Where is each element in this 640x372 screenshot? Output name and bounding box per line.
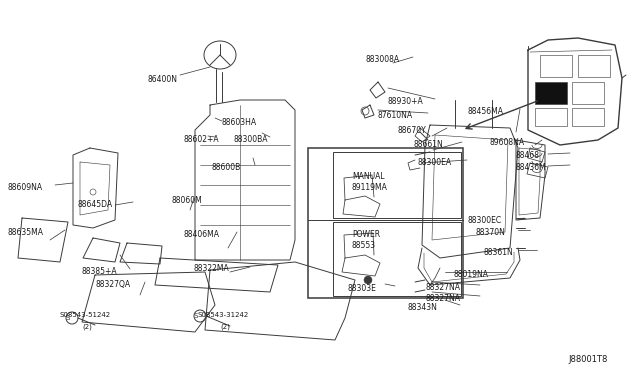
Bar — [333, 152, 461, 218]
Text: (2): (2) — [82, 324, 92, 330]
Text: 883008A: 883008A — [365, 55, 399, 64]
Text: J88001T8: J88001T8 — [568, 355, 607, 364]
Text: 88361N: 88361N — [483, 248, 513, 257]
Text: 88327NA: 88327NA — [426, 294, 461, 303]
Text: MANUAL: MANUAL — [352, 172, 385, 181]
Bar — [572, 108, 604, 126]
Circle shape — [364, 276, 372, 284]
Text: 87610NA: 87610NA — [378, 111, 413, 120]
Text: 88602+A: 88602+A — [183, 135, 219, 144]
Bar — [535, 108, 567, 126]
Text: 89608NA: 89608NA — [490, 138, 525, 147]
Bar — [572, 82, 604, 104]
Text: (2): (2) — [220, 324, 230, 330]
Text: 88456MA: 88456MA — [468, 107, 504, 116]
Text: 88370N: 88370N — [476, 228, 506, 237]
Text: 88670Y: 88670Y — [398, 126, 427, 135]
Text: 88322MA: 88322MA — [193, 264, 228, 273]
Bar — [333, 222, 461, 296]
Text: 88406MA: 88406MA — [183, 230, 219, 239]
Text: 88600B: 88600B — [212, 163, 241, 172]
Text: S: S — [194, 313, 198, 319]
Text: 89119MA: 89119MA — [352, 183, 388, 192]
Bar — [535, 82, 567, 104]
Text: 88603HA: 88603HA — [222, 118, 257, 127]
Text: 86400N: 86400N — [148, 75, 178, 84]
Text: 88060M: 88060M — [171, 196, 202, 205]
Text: S: S — [66, 315, 70, 321]
Text: 88468: 88468 — [516, 151, 540, 160]
Text: 88303E: 88303E — [348, 284, 377, 293]
Bar — [540, 55, 572, 77]
Text: 88661N: 88661N — [414, 140, 444, 149]
Text: 88300EC: 88300EC — [468, 216, 502, 225]
Text: 88635MA: 88635MA — [8, 228, 44, 237]
Text: 88385+A: 88385+A — [82, 267, 118, 276]
Text: POWER: POWER — [352, 230, 380, 239]
Text: 88343N: 88343N — [408, 303, 438, 312]
Text: 88930+A: 88930+A — [388, 97, 424, 106]
Text: 88609NA: 88609NA — [8, 183, 43, 192]
Text: 88645DA: 88645DA — [77, 200, 112, 209]
Text: 88300EA: 88300EA — [418, 158, 452, 167]
Text: 88300BA: 88300BA — [233, 135, 268, 144]
Bar — [308, 148, 463, 298]
Text: 88019NA: 88019NA — [453, 270, 488, 279]
Text: 88327NA: 88327NA — [426, 283, 461, 292]
Text: 88553: 88553 — [352, 241, 376, 250]
Text: 88436M: 88436M — [516, 163, 547, 172]
Bar — [578, 55, 610, 77]
Text: S08543-31242: S08543-31242 — [198, 312, 249, 318]
Text: 88327QA: 88327QA — [95, 280, 130, 289]
Text: S08543-51242: S08543-51242 — [60, 312, 111, 318]
